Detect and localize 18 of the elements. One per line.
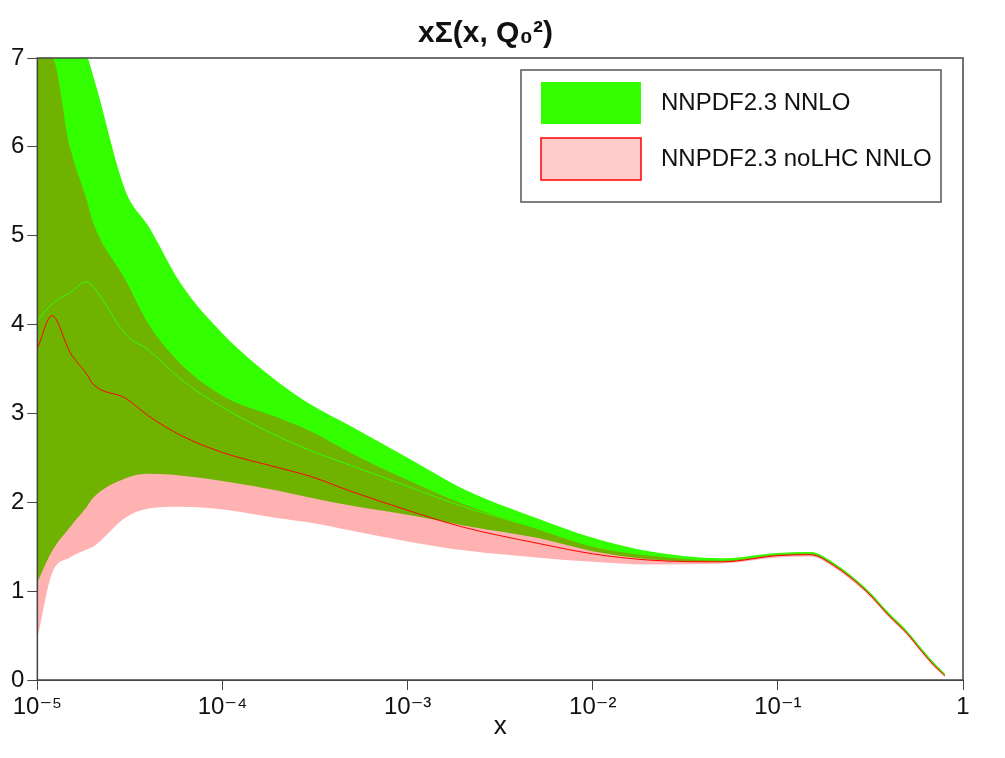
x-tick-label: 10⁻² — [569, 692, 617, 720]
legend-label: NNPDF2.3 NNLO — [661, 87, 851, 115]
y-tick-label: 2 — [10, 486, 25, 514]
x-tick-label: 10⁻³ — [383, 692, 432, 720]
chart-title: xΣ(x, Q₀²) — [418, 15, 553, 49]
x-tick-label: 10⁻⁴ — [197, 692, 248, 720]
x-tick-label: 10⁻¹ — [754, 692, 802, 720]
x-tick-label: 1 — [956, 692, 970, 720]
y-tick-label: 0 — [10, 664, 25, 692]
legend-label: NNPDF2.3 noLHC NNLO — [661, 143, 932, 171]
y-tick-label: 6 — [10, 131, 25, 159]
y-tick-label: 5 — [10, 220, 25, 248]
x-axis-title: x — [493, 709, 507, 740]
y-tick-label: 3 — [10, 398, 25, 426]
y-tick-label: 7 — [10, 42, 25, 70]
x-tick-label: 10⁻⁵ — [12, 692, 62, 720]
y-tick-label: 4 — [10, 309, 25, 337]
y-tick-label: 1 — [10, 575, 25, 603]
